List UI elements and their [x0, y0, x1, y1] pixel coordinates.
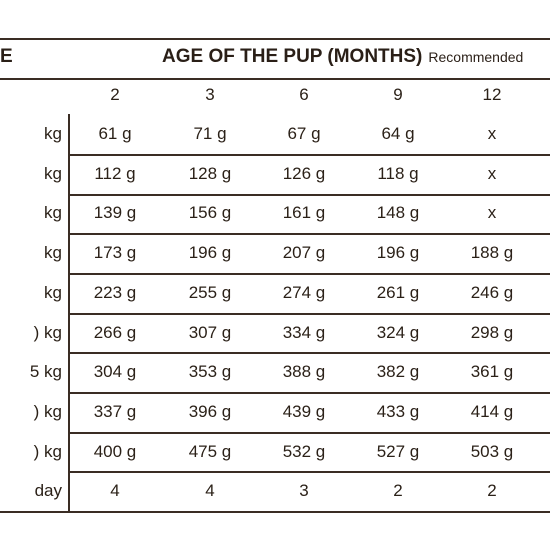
table-cell: 112 g	[94, 163, 136, 183]
table-cell: 527 g	[376, 441, 420, 461]
row-label: kg	[44, 203, 62, 223]
table-cell: 196 g	[376, 243, 420, 263]
row-rule	[70, 392, 550, 394]
left-header-fragment: E	[0, 44, 13, 70]
header-rule	[0, 78, 550, 80]
table-cell: 353 g	[188, 362, 232, 382]
table-cell: x	[487, 203, 497, 223]
row-label: kg	[44, 163, 62, 183]
table-cell: 223 g	[93, 282, 137, 302]
table-cell: 188 g	[470, 243, 514, 263]
table-cell: 64 g	[381, 124, 415, 143]
table-cell: 255 g	[188, 282, 232, 302]
table-cell: 156 g	[188, 203, 232, 223]
table-cell: x	[487, 163, 497, 183]
table-header: AGE OF THE PUP (MONTHS) Recommended	[162, 44, 523, 70]
table-cell: 400 g	[93, 441, 137, 461]
table-title: AGE OF THE PUP (MONTHS)	[162, 46, 423, 67]
table-cell: 118 g	[377, 163, 419, 183]
row-rule	[70, 233, 550, 235]
table-cell: 414 g	[470, 401, 514, 421]
row-rule	[70, 154, 550, 156]
row-label: ) kg	[33, 322, 62, 342]
row-label: kg	[44, 282, 62, 302]
table-cell: 307 g	[188, 322, 232, 342]
row-label: kg	[44, 124, 62, 143]
row-rule	[70, 313, 550, 315]
month-header: 9	[393, 85, 403, 104]
table-cell: 433 g	[376, 401, 420, 421]
table-cell: 304 g	[93, 362, 137, 382]
table-cell: 439 g	[282, 401, 326, 421]
table-cell: 388 g	[282, 362, 326, 382]
table-cell: 173 g	[93, 243, 137, 263]
row-rule	[70, 432, 550, 434]
table-cell: 61 g	[98, 124, 132, 143]
row-rule	[70, 273, 550, 275]
table-cell: 67 g	[287, 124, 321, 143]
row-rule	[70, 194, 550, 196]
label-divider	[68, 114, 70, 513]
table-cell: 334 g	[282, 322, 326, 342]
table-cell: 2	[487, 481, 497, 501]
table-cell: 128 g	[188, 163, 232, 183]
table-cell: 161 g	[282, 203, 326, 223]
row-rule	[0, 511, 550, 513]
month-header: 2	[110, 85, 120, 104]
table-cell: 382 g	[376, 362, 420, 382]
table-cell: 532 g	[282, 441, 326, 461]
table-cell: 396 g	[188, 401, 232, 421]
table-subtitle: Recommended	[428, 49, 524, 65]
table-cell: 148 g	[376, 203, 420, 223]
table-cell: 246 g	[470, 282, 514, 302]
table-cell: 261 g	[376, 282, 420, 302]
table-cell: 324 g	[376, 322, 420, 342]
table-cell: 475 g	[188, 441, 232, 461]
table-cell: 139 g	[93, 203, 137, 223]
table-cell: 337 g	[93, 401, 137, 421]
month-header: 12	[482, 85, 502, 104]
table-cell: x	[487, 124, 497, 143]
row-label: ) kg	[33, 441, 62, 461]
table-cell: 266 g	[93, 322, 137, 342]
row-rule	[70, 471, 550, 473]
row-rule	[70, 352, 550, 354]
row-label: ) kg	[33, 401, 62, 421]
left-header-text: E	[0, 46, 13, 67]
table-cell: 4	[205, 481, 215, 501]
table-cell: 207 g	[282, 243, 326, 263]
top-rule	[0, 38, 550, 40]
table-cell: 126 g	[282, 163, 326, 183]
table-cell: 2	[393, 481, 403, 501]
row-label: 5 kg	[29, 362, 62, 382]
month-header: 3	[205, 85, 215, 104]
table-cell: 71 g	[193, 124, 227, 143]
table-cell: 4	[110, 481, 120, 501]
row-label: kg	[44, 243, 62, 263]
table-cell: 298 g	[470, 322, 514, 342]
table-cell: 361 g	[470, 362, 514, 382]
row-label: day	[34, 481, 62, 501]
month-header: 6	[299, 85, 309, 104]
table-cell: 3	[299, 481, 309, 501]
table-cell: 503 g	[470, 441, 514, 461]
table-cell: 196 g	[188, 243, 232, 263]
table-cell: 274 g	[282, 282, 326, 302]
